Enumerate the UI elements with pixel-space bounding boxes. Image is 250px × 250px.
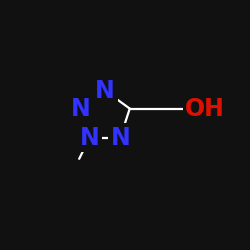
Text: N: N [70, 96, 90, 120]
Text: N: N [95, 79, 115, 103]
Text: OH: OH [184, 96, 224, 120]
Text: N: N [110, 126, 130, 150]
Text: N: N [80, 126, 100, 150]
